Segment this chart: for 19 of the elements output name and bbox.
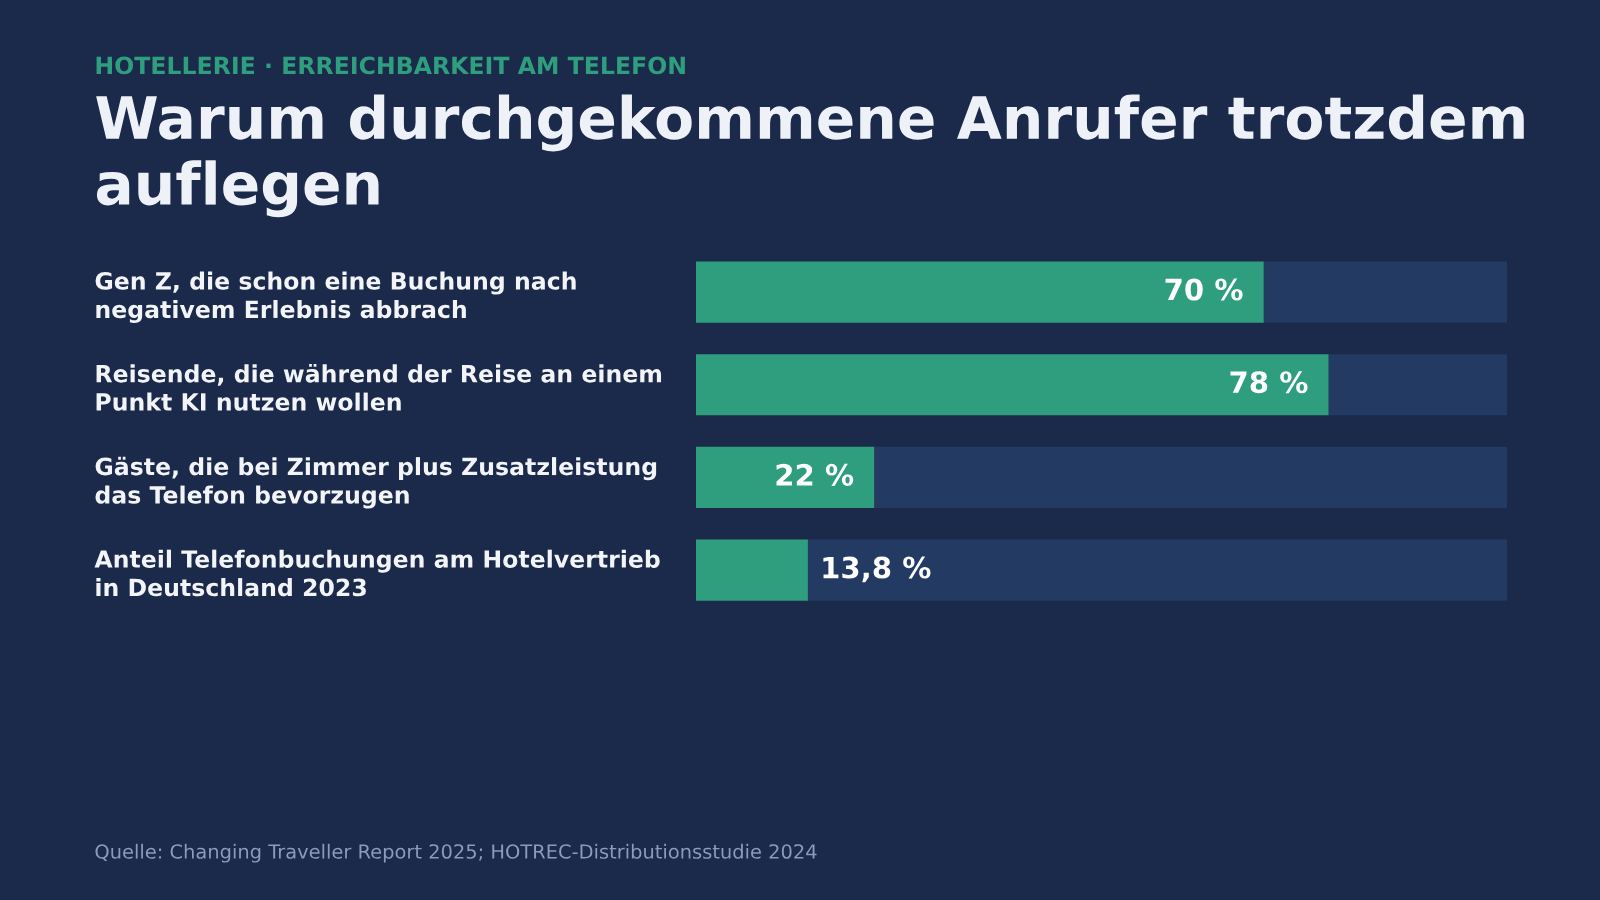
data-label: 22 % bbox=[776, 463, 854, 486]
y-tick-label: Anteil Telefonbuchungen am Hotelvertrieb in Deutschland 2023 bbox=[94, 549, 660, 597]
data-label: 78 % bbox=[1230, 371, 1308, 394]
source-note: Quelle: Changing Traveller Report 2025; HOTREC-Distributionsstudie 2024 bbox=[95, 843, 817, 863]
bar bbox=[874, 446, 1508, 509]
bar bbox=[696, 261, 1264, 323]
y-tick-label: Reisende, die während der Reise an einem Punkt KI nutzen wollen bbox=[96, 364, 662, 411]
bar bbox=[696, 354, 1329, 416]
text: HOTELLERIE · ERREICHBARKEIT AM TELEFON bbox=[96, 56, 685, 75]
bar bbox=[1328, 354, 1508, 416]
bar bbox=[696, 539, 808, 601]
data-label: 70 % bbox=[1165, 278, 1243, 301]
chart-title: Warum durchgekommene Anrufer trotzdem auflegen bbox=[96, 94, 1524, 218]
data-label: 13,8 % bbox=[823, 556, 931, 583]
y-tick-label: Gen Z, die schon eine Buchung nach negativem Erlebnis abbrach bbox=[95, 271, 576, 324]
bar bbox=[696, 446, 875, 509]
y-tick-label: Gäste, die bei Zimmer plus Zusatzleistung das Telefon bevorzugen bbox=[95, 456, 657, 509]
bar bbox=[807, 539, 1508, 601]
bar bbox=[1263, 261, 1508, 323]
